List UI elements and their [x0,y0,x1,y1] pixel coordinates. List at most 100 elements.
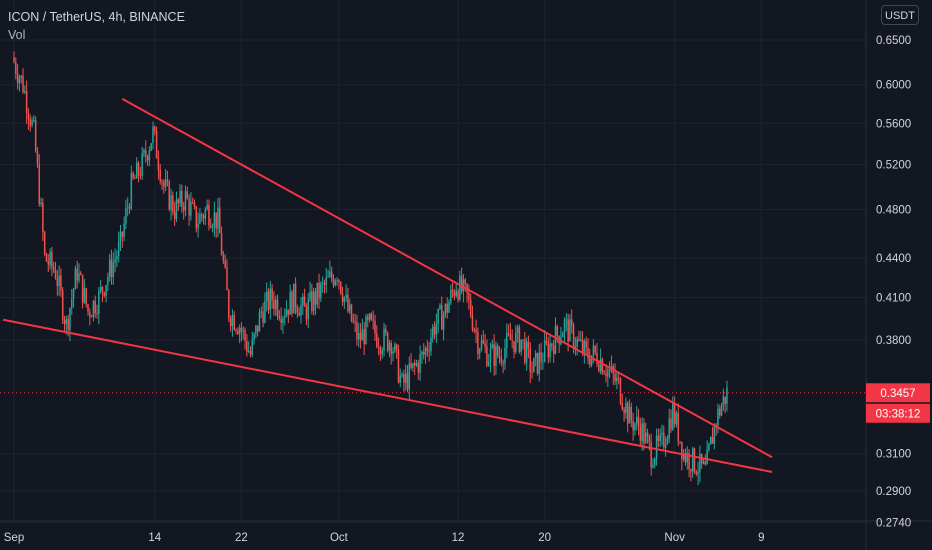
candle-body [157,158,160,170]
candle-body [616,377,618,382]
candle-body [74,268,77,290]
candle-body [681,441,683,460]
candle-body [699,453,701,473]
candle-body [358,332,360,340]
candle-body [450,290,452,303]
candle-body [374,320,376,334]
candle-body [265,291,268,302]
candle-body [226,267,228,291]
candle-body [285,309,288,317]
candle-body [208,204,210,226]
trendline[interactable] [2,318,773,473]
candle-body [244,330,246,341]
candle-body [702,461,705,464]
candle-body [60,275,62,291]
candle-body [108,259,111,277]
candle-body [567,319,569,342]
candle-body [489,348,492,362]
candle-body [240,327,243,332]
candle-body [294,283,297,308]
candle-body [341,293,344,303]
candle-body [711,436,714,444]
time-axis: Sep 14 22 Oct 12 20 Nov 9 [4,532,765,544]
candle-body [614,373,616,382]
candle-body [673,402,676,425]
candle-body [49,251,51,265]
candle-body [47,261,50,265]
candle-body [531,371,533,373]
candle-body [484,343,486,347]
symbol-title[interactable]: ICON / TetherUS, 4h, BINANCE [8,10,185,24]
candle-body [632,420,634,431]
candle-body [460,275,463,292]
candle-body [96,313,98,315]
candle-body [135,162,138,179]
candle-body [311,291,313,312]
candle-body [601,359,604,374]
candle-body [20,75,22,78]
candle-body [327,276,329,278]
candle-body [637,416,640,427]
time-tick-label: Sep [4,532,24,544]
candle-body [442,314,445,330]
candle-body [65,318,68,324]
candle-body [16,73,19,83]
candle-body [654,458,656,466]
candle-body [515,332,517,352]
candle-body [477,332,479,354]
candle-body [695,471,698,475]
candle-body [589,358,591,366]
candle-body [72,289,75,299]
price-tick-label: 0.2740 [876,518,911,530]
candle-body [520,339,522,353]
candle-body [419,354,421,373]
price-tick-label: 0.5200 [876,160,911,172]
currency-button[interactable]: USDT [881,5,919,25]
candle-body [585,341,587,348]
candle-body [663,432,665,448]
candle-body [137,162,140,175]
candle-body [89,311,91,317]
candle-body [365,316,367,345]
candle-body [146,156,149,161]
candle-body [179,190,181,204]
candle-body [583,341,586,354]
candle-body [155,130,158,159]
price-tick-label: 0.5600 [876,118,911,130]
candle-body [507,332,510,334]
candle-body [105,285,107,296]
candle-body [298,312,300,316]
candle-body [682,453,685,460]
candle-body [525,341,528,363]
candle-body [441,305,443,330]
trendline[interactable] [121,97,773,459]
candle-body [516,327,519,333]
candle-body [303,296,306,307]
candle-body [258,312,261,332]
candle-body [406,373,409,390]
candle-body [291,291,293,314]
candle-body [336,280,338,282]
candle-body [536,352,539,374]
candle-body [592,345,595,356]
candle-body [580,339,582,341]
candle-body [574,346,577,348]
axis-settings-corner[interactable] [866,522,932,550]
candle-body [368,313,371,320]
candle-body [34,119,37,151]
candle-body [289,291,291,315]
candle-body [645,432,647,444]
candle-body [464,279,466,284]
candle-body [664,444,667,448]
candle-body [437,308,439,324]
countdown-label: 03:38:12 [866,403,930,423]
candle-body [354,321,356,323]
candle-body [675,412,678,425]
candle-body [634,423,636,431]
candle-body [599,359,602,371]
volume-indicator-label[interactable]: Vol [8,28,26,42]
candle-body [29,119,31,126]
candle-body [61,290,64,321]
time-tick-label: 9 [758,532,764,544]
